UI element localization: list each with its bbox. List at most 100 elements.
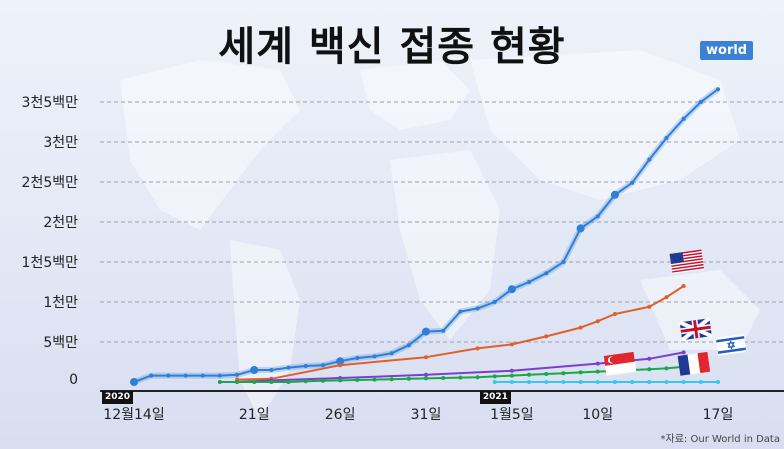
data-point-world (183, 373, 188, 378)
data-point-singapore (716, 380, 720, 384)
us-flag-stripe (672, 266, 704, 273)
data-point-usa (595, 319, 600, 324)
data-point-singapore (612, 380, 617, 384)
data-point-singapore (544, 380, 549, 384)
flags (603, 249, 747, 376)
y-tick-label: 1천5백만 (21, 255, 78, 271)
data-point-world (286, 365, 291, 370)
data-point-usa (544, 334, 549, 339)
data-point-israel (647, 367, 652, 372)
data-point-israel (389, 377, 394, 382)
uk-flag (678, 316, 713, 342)
data-point-world (406, 343, 411, 348)
data-point-usa (664, 295, 669, 300)
data-point-world (336, 357, 345, 366)
data-point-world (716, 87, 720, 92)
data-point-uk (595, 361, 600, 366)
data-point-israel (286, 380, 291, 384)
data-point-singapore (664, 380, 669, 384)
y-tick-label: 3천만 (43, 135, 78, 151)
data-point-world (372, 354, 377, 359)
data-point-world (492, 300, 497, 304)
x-tick-label: 21일 (238, 407, 270, 423)
singapore-flag-moon-cut (609, 356, 617, 363)
data-point-israel (475, 375, 480, 380)
data-point-world (610, 190, 619, 199)
data-point-world (269, 368, 274, 372)
israel-flag (716, 334, 747, 356)
x-tick-label: 31일 (410, 407, 442, 423)
data-point-israel (372, 377, 377, 382)
data-point-singapore (509, 380, 514, 384)
data-point-israel (217, 380, 222, 384)
source-note: *자료: Our World in Data (660, 434, 780, 445)
data-point-world (630, 180, 635, 185)
data-point-usa (475, 346, 480, 351)
data-point-israel (320, 378, 325, 383)
data-point-israel (509, 373, 514, 378)
x-tick-label: 10일 (582, 407, 614, 423)
series-line-uk (237, 351, 684, 383)
gridlines (100, 101, 784, 343)
x-tick-label: 26일 (324, 407, 356, 423)
chart-title: 세계 백신 접종 현황 (218, 24, 566, 70)
data-point-world (681, 116, 686, 121)
data-point-world (130, 378, 138, 386)
data-point-singapore (630, 380, 635, 384)
data-point-world (527, 280, 532, 284)
data-point-usa (578, 325, 583, 330)
us-flag-stripe (671, 261, 704, 267)
data-point-israel (458, 375, 463, 380)
data-point-world (422, 327, 430, 336)
map-continent (120, 60, 300, 230)
data-point-world (149, 373, 154, 378)
france-flag-red (697, 351, 711, 374)
data-point-world (441, 328, 446, 333)
data-point-world (576, 224, 585, 233)
data-point-israel (544, 372, 549, 376)
data-point-singapore (492, 380, 497, 384)
data-point-israel (269, 380, 274, 384)
data-point-world (698, 100, 703, 104)
data-point-usa (647, 304, 652, 309)
map-continent (360, 60, 470, 130)
series-markers (130, 87, 720, 386)
data-point-world (235, 372, 240, 377)
data-point-world (475, 306, 480, 311)
uk-flag-cross-red (680, 325, 711, 333)
y-tick-label: 2천만 (43, 215, 78, 231)
data-point-world (166, 373, 171, 378)
data-point-singapore (527, 380, 532, 384)
data-point-usa (338, 363, 343, 368)
data-point-israel (578, 370, 583, 375)
data-point-usa (612, 312, 617, 316)
data-point-israel (406, 376, 411, 381)
map-continent (390, 150, 500, 340)
data-point-uk (424, 372, 428, 377)
y-tick-label: 5백만 (43, 335, 78, 351)
france-flag (677, 351, 711, 376)
data-point-world (320, 363, 325, 368)
world-series-label: world (700, 41, 754, 60)
data-point-world (507, 285, 516, 294)
israel-flag-star (726, 341, 735, 350)
data-point-world (664, 136, 669, 140)
data-point-singapore (681, 380, 686, 384)
data-point-israel (664, 366, 669, 371)
data-point-usa (681, 284, 686, 288)
data-point-israel (595, 369, 600, 374)
singapore-flag-white (605, 361, 637, 376)
data-point-world (200, 373, 205, 378)
x-tick-label: 1월5일 (490, 407, 534, 423)
data-point-world (544, 271, 549, 276)
israel-flag-star (727, 340, 736, 348)
x-tick-label: 17일 (702, 407, 734, 423)
data-point-singapore (595, 380, 600, 384)
data-point-uk (647, 356, 652, 361)
israel-flag-stripe (716, 336, 745, 343)
data-point-world (355, 356, 360, 360)
y-tick-label: 3천5백만 (21, 95, 78, 111)
data-point-israel (441, 376, 446, 380)
data-point-world (647, 157, 652, 162)
